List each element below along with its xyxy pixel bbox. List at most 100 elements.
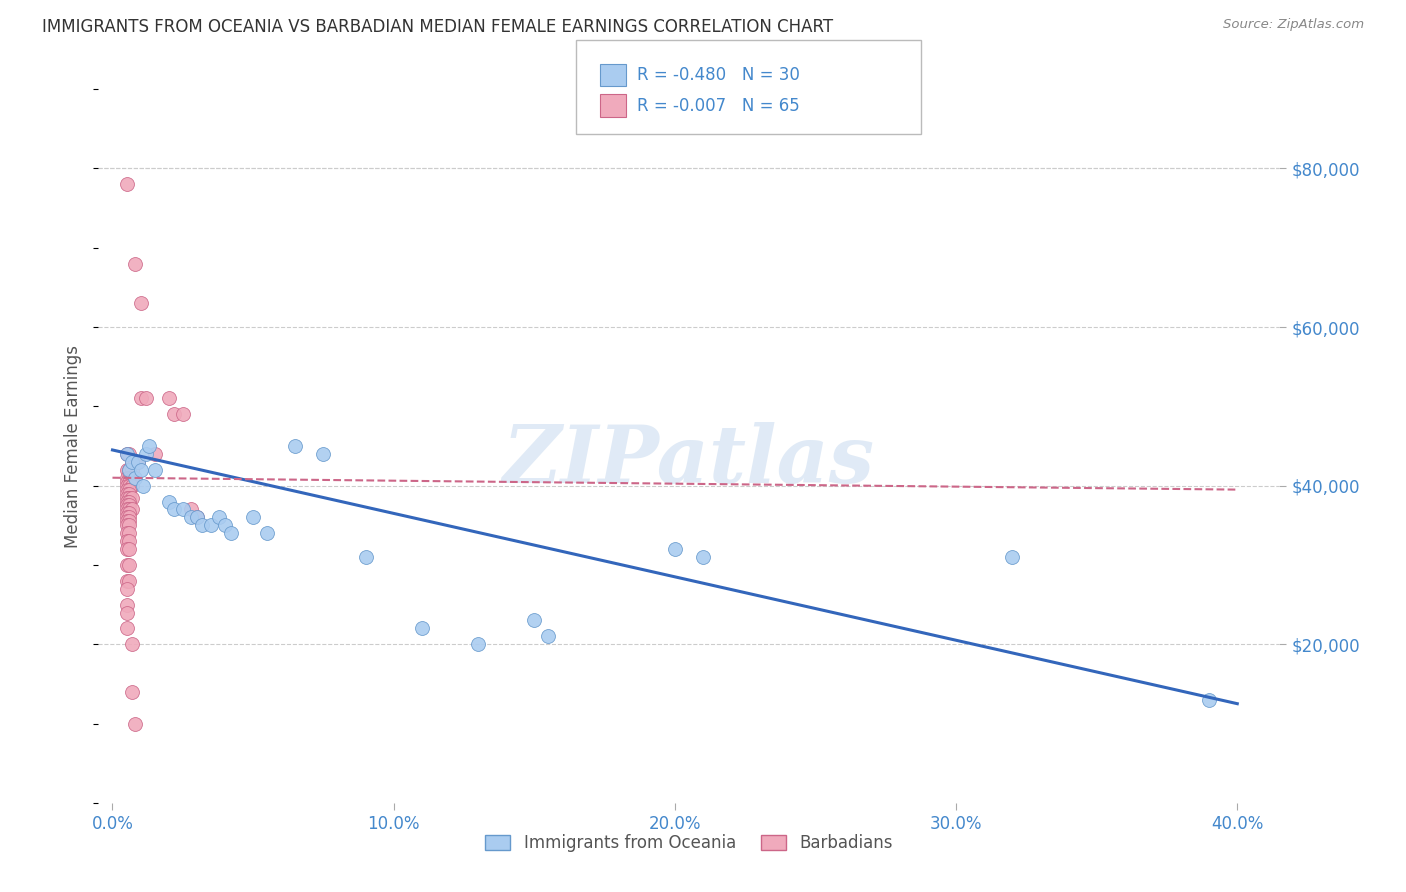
Point: [115, 582, 138, 596]
Point: [115, 463, 138, 477]
Point: [115, 499, 138, 513]
Point: [692, 549, 714, 564]
Text: Source: ZipAtlas.com: Source: ZipAtlas.com: [1223, 18, 1364, 31]
Point: [115, 510, 138, 524]
Point: [124, 471, 146, 485]
Point: [121, 455, 143, 469]
Point: [312, 447, 335, 461]
Point: [115, 598, 138, 612]
Point: [191, 518, 214, 533]
Point: [157, 494, 180, 508]
Point: [118, 534, 141, 549]
Point: [180, 510, 202, 524]
Point: [118, 542, 141, 557]
Point: [115, 178, 138, 192]
Point: [115, 483, 138, 497]
Point: [354, 549, 377, 564]
Point: [163, 502, 186, 516]
Text: IMMIGRANTS FROM OCEANIA VS BARBADIAN MEDIAN FEMALE EARNINGS CORRELATION CHART: IMMIGRANTS FROM OCEANIA VS BARBADIAN MED…: [42, 18, 834, 36]
Point: [157, 392, 180, 406]
Y-axis label: Median Female Earnings: Median Female Earnings: [65, 344, 83, 548]
Point: [115, 475, 138, 489]
Point: [124, 455, 146, 469]
Point: [467, 637, 489, 651]
Point: [135, 447, 157, 461]
Point: [115, 534, 138, 549]
Point: [186, 510, 208, 524]
Point: [118, 486, 141, 500]
Point: [118, 471, 141, 485]
Point: [118, 514, 141, 528]
Point: [115, 606, 138, 620]
Point: [115, 491, 138, 505]
Point: [115, 478, 138, 492]
Point: [115, 526, 138, 541]
Point: [121, 478, 143, 492]
Point: [118, 502, 141, 516]
Point: [172, 502, 194, 516]
Point: [118, 494, 141, 508]
Point: [132, 478, 155, 492]
Point: [118, 518, 141, 533]
Point: [284, 439, 307, 453]
Point: [1001, 549, 1024, 564]
Point: [115, 507, 138, 521]
Point: [118, 491, 141, 505]
Text: R = -0.480   N = 30: R = -0.480 N = 30: [637, 66, 800, 84]
Point: [127, 455, 149, 469]
Text: ZIPatlas: ZIPatlas: [503, 422, 875, 499]
Point: [180, 502, 202, 516]
Point: [200, 518, 222, 533]
Point: [121, 463, 143, 477]
Point: [118, 510, 141, 524]
Point: [208, 510, 231, 524]
Point: [118, 558, 141, 572]
Point: [129, 463, 152, 477]
Point: [115, 486, 138, 500]
Point: [523, 614, 546, 628]
Point: [118, 574, 141, 588]
Point: [256, 526, 278, 541]
Point: [214, 518, 236, 533]
Point: [242, 510, 264, 524]
Point: [115, 447, 138, 461]
Point: [121, 685, 143, 699]
Point: [124, 716, 146, 731]
Point: [115, 514, 138, 528]
Point: [118, 483, 141, 497]
Point: [121, 637, 143, 651]
Point: [135, 392, 157, 406]
Point: [121, 471, 143, 485]
Point: [163, 407, 186, 421]
Point: [118, 478, 141, 492]
Point: [118, 463, 141, 477]
Point: [115, 502, 138, 516]
Point: [118, 526, 141, 541]
Point: [121, 502, 143, 516]
Point: [138, 439, 160, 453]
Point: [124, 257, 146, 271]
Point: [129, 392, 152, 406]
Text: R = -0.007   N = 65: R = -0.007 N = 65: [637, 96, 800, 114]
Point: [115, 447, 138, 461]
Point: [129, 296, 152, 310]
Point: [115, 542, 138, 557]
Point: [115, 518, 138, 533]
Point: [143, 447, 166, 461]
Point: [118, 499, 141, 513]
Point: [115, 621, 138, 635]
Point: [1198, 692, 1220, 706]
Point: [219, 526, 242, 541]
Point: [115, 494, 138, 508]
Point: [411, 621, 433, 635]
Point: [118, 447, 141, 461]
Point: [115, 558, 138, 572]
Point: [115, 471, 138, 485]
Point: [118, 507, 141, 521]
Point: [537, 629, 560, 643]
Point: [118, 463, 141, 477]
Point: [121, 491, 143, 505]
Point: [172, 407, 194, 421]
Point: [118, 475, 141, 489]
Point: [115, 574, 138, 588]
